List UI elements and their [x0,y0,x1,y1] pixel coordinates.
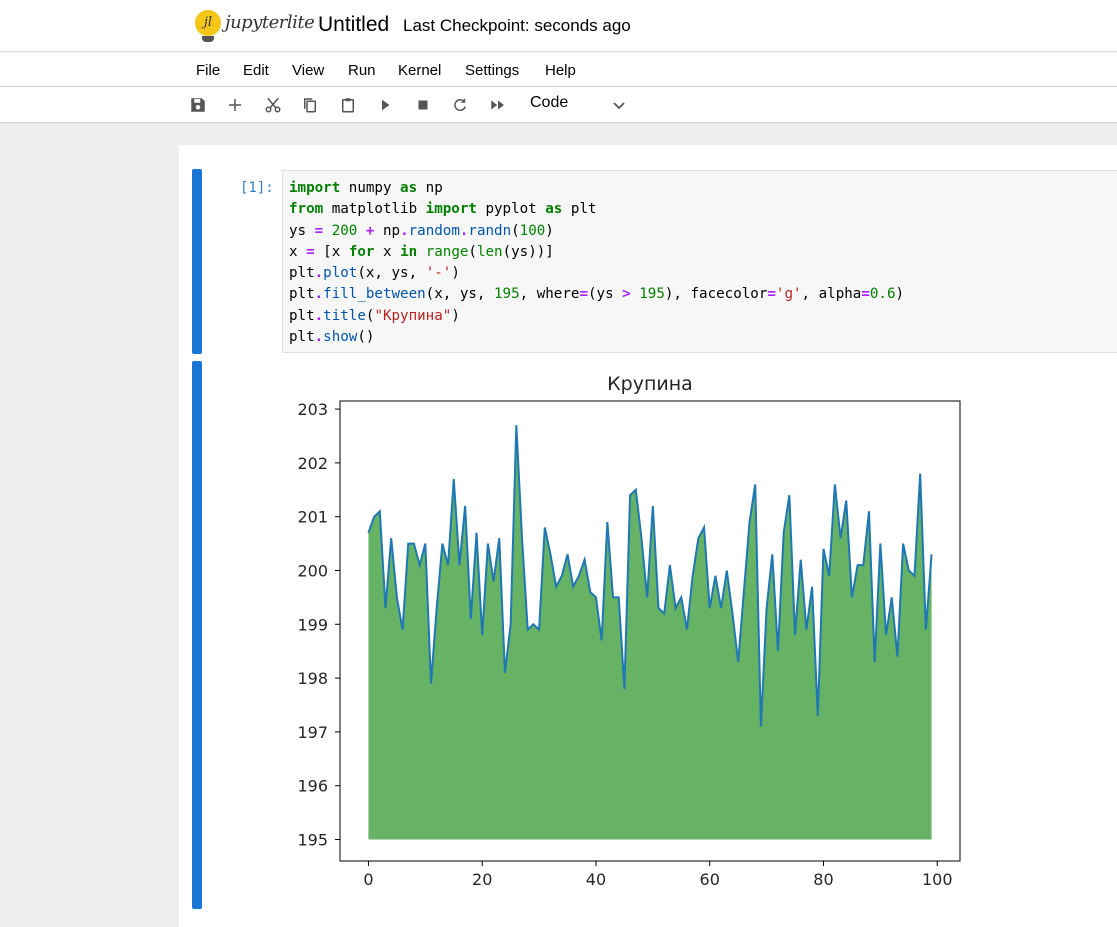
menu-view[interactable]: View [292,62,325,79]
x-tick-label: 60 [700,870,720,889]
jupyterlite-logo[interactable]: jl jupyterlite [195,8,315,44]
y-tick-label: 196 [297,777,328,796]
chart-title: Крупина [607,373,693,395]
cut-icon[interactable] [261,93,285,117]
x-tick-label: 100 [922,870,953,889]
y-tick-label: 203 [297,400,328,419]
notebook-toolbar: Code [0,87,1117,123]
input-cell-collapser[interactable] [192,169,202,354]
code-line: plt.plot(x, ys, '-') [289,265,460,282]
x-tick-label: 20 [472,870,492,889]
code-line: from matplotlib import pyplot as plt [289,201,597,218]
restart-icon[interactable] [448,93,472,117]
y-tick-label: 201 [297,508,328,527]
y-tick-label: 198 [297,669,328,688]
menu-run[interactable]: Run [348,62,376,79]
code-editor[interactable]: import numpy as np from matplotlib impor… [282,170,1117,353]
y-tick-label: 202 [297,454,328,473]
top-bar: jl jupyterlite Untitled Last Checkpoint:… [0,0,1117,52]
x-tick-label: 40 [586,870,606,889]
logo-bulb-base [202,36,214,42]
logo-text: jupyterlite [225,12,315,33]
plot-frame [339,400,961,862]
y-tick-label: 200 [297,561,328,580]
menu-help[interactable]: Help [545,62,576,79]
notebook-title[interactable]: Untitled [318,13,390,36]
series-line [367,425,933,727]
checkpoint-status: Last Checkpoint: seconds ago [403,16,631,35]
x-tick-label: 80 [813,870,833,889]
code-text: import numpy as np from matplotlib impor… [289,178,904,348]
menu-file[interactable]: File [196,62,221,79]
copy-icon[interactable] [298,93,322,117]
code-line: plt.show() [289,329,375,346]
output-cell-collapser[interactable] [192,361,202,909]
code-line: ys = 200 + np.random.randn(100) [289,222,554,239]
add-icon[interactable] [223,93,247,117]
chevron-down-icon[interactable] [611,97,627,113]
x-tick-label: 0 [363,870,373,889]
logo-bulb-icon: jl [195,10,221,36]
save-icon[interactable] [186,93,210,117]
run-all-icon[interactable] [486,93,510,117]
area-chart: 0 20 40 60 80 100 195 196 197 198 199 200 201 202 203 К… [297,373,961,889]
menu-settings[interactable]: Settings [465,62,520,79]
code-line: plt.title("Крупина") [289,307,460,324]
cell-prompt: [1]: [240,180,274,196]
menu-bar: File Edit View Run Kernel Settings Help [0,53,1117,87]
menu-kernel[interactable]: Kernel [398,62,442,79]
plot-output: 0 20 40 60 80 100 195 196 197 198 199 200 201 202 203 К… [280,365,980,905]
stop-icon[interactable] [411,93,435,117]
fill-area [368,425,932,840]
y-tick-label: 197 [297,723,328,742]
paste-icon[interactable] [336,93,360,117]
y-tick-label: 195 [297,830,328,849]
menu-edit[interactable]: Edit [243,62,269,79]
code-line: x = [x for x in range(len(ys))] [289,243,554,260]
run-icon[interactable] [373,93,397,117]
cell-type-select[interactable]: Code [530,94,569,111]
code-line: plt.fill_between(x, ys, 195, where=(ys >… [289,286,905,303]
code-line: import numpy as np [289,180,443,196]
y-tick-label: 199 [297,615,328,634]
